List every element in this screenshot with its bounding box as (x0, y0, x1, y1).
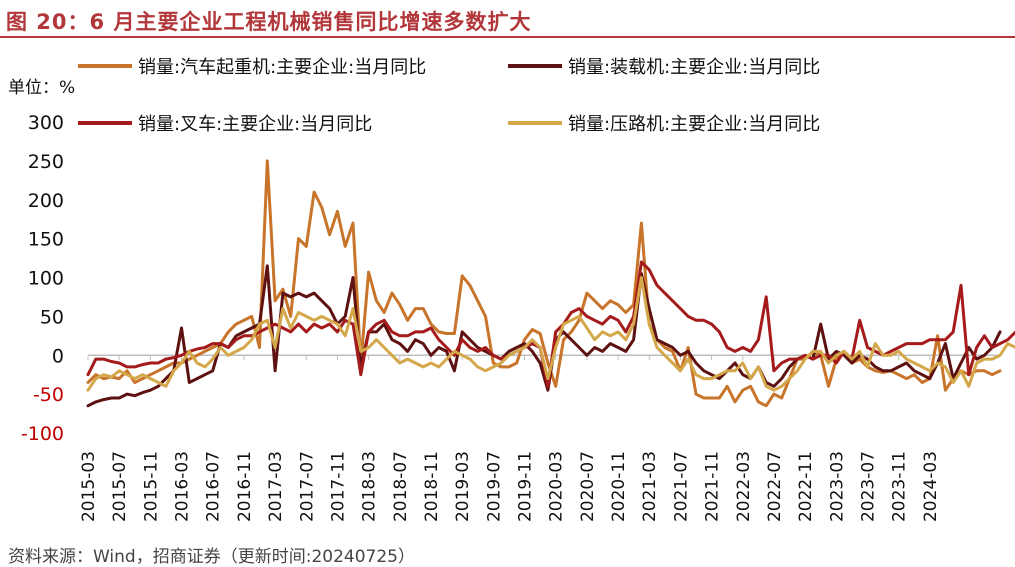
legend-item-loader: 销量:装载机:主要企业:当月同比 (508, 55, 821, 78)
y-tick-label: 0 (52, 345, 64, 367)
y-tick-label: 100 (28, 268, 64, 290)
x-tick-label: 2016-07 (204, 451, 224, 522)
x-tick-label: 2023-11 (890, 451, 910, 522)
x-tick-label: 2018-03 (360, 451, 380, 522)
legend-label-truck-crane: 销量:汽车起重机:主要企业:当月同比 (138, 57, 427, 78)
x-tick-label: 2018-11 (422, 451, 442, 522)
y-tick-label: 50 (40, 306, 64, 328)
legend-label-forklift: 销量:叉车:主要企业:当月同比 (138, 114, 373, 135)
unit-label: 单位：% (8, 78, 76, 98)
y-tick-label: 200 (28, 190, 64, 212)
x-tick-label: 2020-11 (609, 451, 629, 522)
x-tick-label: 2019-03 (453, 451, 473, 522)
x-tick-label: 2019-11 (516, 451, 536, 522)
series-line-loader (86, 264, 1002, 408)
x-tick-label: 2024-03 (921, 451, 941, 522)
x-tick-label: 2017-11 (328, 451, 348, 522)
x-tick-label: 2022-07 (765, 451, 785, 522)
y-tick-label: -50 (33, 384, 64, 406)
x-tick-label: 2017-03 (266, 451, 286, 522)
legend-label-loader: 销量:装载机:主要企业:当月同比 (568, 57, 821, 78)
x-tick-label: 2021-03 (640, 451, 660, 522)
y-tick-label: -100 (21, 423, 64, 445)
x-tick-label: 2023-07 (858, 451, 878, 522)
x-tick-label: 2015-11 (141, 451, 161, 522)
legend-swatch-loader (508, 64, 562, 68)
legend-label-road-roller: 销量:压路机:主要企业:当月同比 (568, 114, 821, 135)
legend-item-forklift: 销量:叉车:主要企业:当月同比 (78, 112, 373, 135)
x-tick-label: 2015-07 (110, 451, 130, 522)
x-tick-label: 2022-11 (796, 451, 816, 522)
series-line-road-roller (86, 276, 1015, 392)
y-tick-label: 250 (28, 151, 64, 173)
y-tick-label: 300 (28, 112, 64, 134)
x-tick-label: 2019-07 (484, 451, 504, 522)
x-tick-label: 2021-07 (671, 451, 691, 522)
legend-swatch-road-roller (508, 121, 562, 125)
legend-item-road-roller: 销量:压路机:主要企业:当月同比 (508, 112, 821, 135)
legend-swatch-forklift (78, 121, 132, 125)
chart-title: 图 20：6 月主要企业工程机械销售同比增速多数扩大 (6, 10, 532, 34)
x-tick-label: 2023-03 (827, 451, 847, 522)
x-tick-label: 2016-03 (173, 451, 193, 522)
x-tick-label: 2016-11 (235, 451, 255, 522)
x-tick-label: 2015-03 (79, 451, 99, 522)
x-tick-label: 2022-03 (734, 451, 754, 522)
legend-item-truck-crane: 销量:汽车起重机:主要企业:当月同比 (78, 55, 427, 78)
x-tick-label: 2018-07 (391, 451, 411, 522)
x-tick-label: 2020-03 (547, 451, 567, 522)
title-bar: 图 20：6 月主要企业工程机械销售同比增速多数扩大 (0, 0, 1015, 38)
x-tick-label: 2021-11 (703, 451, 723, 522)
source-note: 资料来源：Wind，招商证券（更新时间:20240725） (8, 547, 415, 567)
legend-swatch-truck-crane (78, 64, 132, 68)
y-tick-label: 150 (28, 229, 64, 251)
x-tick-label: 2017-07 (297, 451, 317, 522)
x-tick-label: 2020-07 (578, 451, 598, 522)
